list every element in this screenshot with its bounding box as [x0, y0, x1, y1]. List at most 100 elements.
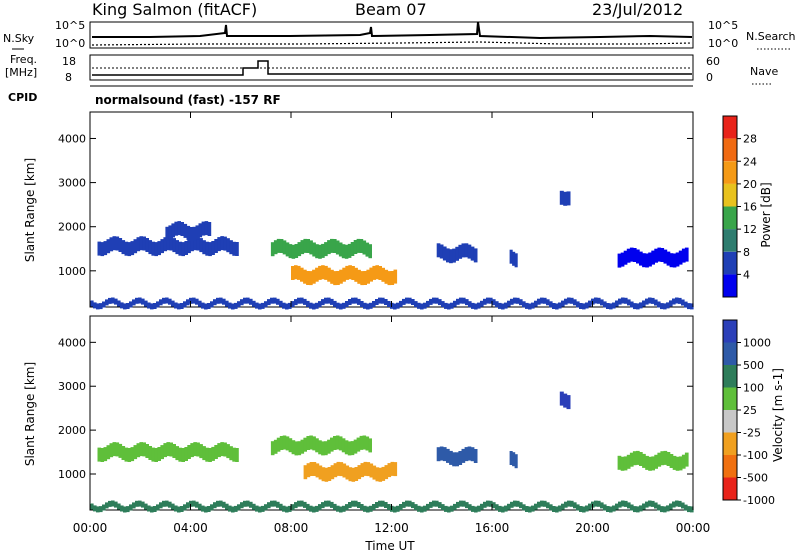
velocity-echo-cell [330, 465, 335, 480]
velocity-echo-cell [408, 500, 412, 507]
power-echo-cell [357, 298, 361, 305]
power-echo-cell [629, 247, 634, 262]
velocity-echo-cell [264, 504, 268, 511]
power-echo-cell [350, 242, 355, 256]
power-echo-cell [372, 265, 376, 280]
power-echo-cell [687, 303, 691, 310]
time-x-tick-label: 04:00 [173, 521, 208, 535]
velocity-echo-cell [363, 505, 367, 512]
velocity-echo-cell [327, 467, 332, 481]
power-echo-cell [201, 302, 205, 309]
velocity-echo-cell [90, 503, 94, 510]
power-echo-cell [597, 297, 601, 304]
power-echo-cell [405, 297, 409, 304]
power-echo-cell [330, 298, 334, 305]
power-echo-cell [273, 240, 278, 255]
velocity-echo-cell [196, 442, 200, 457]
power-echo-cell [620, 252, 625, 267]
power-echo-cell [357, 269, 361, 284]
power-echo-cell [181, 242, 185, 257]
power-echo-cell [312, 303, 316, 310]
velocity-echo-cell [147, 505, 151, 512]
power-echo-cell [470, 246, 475, 261]
power-echo-cell [90, 300, 94, 307]
velocity-colorbar-label: Velocity [m s-1] [771, 368, 785, 462]
velocity-echo-cell [205, 447, 209, 462]
velocity-echo-cell [623, 456, 628, 471]
velocity-echo-cell [279, 503, 283, 510]
velocity-echo-cell [306, 503, 310, 510]
velocity-echo-cell [193, 442, 197, 457]
velocity-echo-cell [330, 501, 334, 508]
power-echo-cell [537, 298, 541, 305]
power-echo-cell [127, 242, 132, 257]
velocity-echo-cell [645, 455, 649, 470]
velocity-echo-cell [222, 501, 226, 508]
power-echo-cell [291, 266, 295, 280]
power-echo-cell [123, 303, 127, 310]
power-echo-cell [243, 297, 247, 304]
power-echo-cell [471, 302, 475, 309]
velocity-echo-cell [462, 500, 466, 507]
velocity-echo-region [303, 461, 398, 482]
power-echo-cell [205, 241, 209, 256]
power-echo-cell [294, 265, 298, 280]
velocity-echo-cell [348, 467, 353, 482]
velocity-echo-cell [618, 501, 622, 508]
power-echo-cell [189, 227, 194, 241]
velocity-echo-cell [617, 455, 622, 470]
power-echo-cell [196, 236, 200, 251]
velocity-echo-cell [620, 456, 625, 471]
velocity-echo-cell [175, 446, 179, 461]
power-echo-cell [654, 299, 658, 306]
power-echo-cell [384, 269, 389, 284]
velocity-echo-cell [639, 505, 643, 512]
velocity-echo-cell [648, 456, 652, 471]
power-echo-cell [363, 271, 367, 285]
velocity-colorbar-tick-label: -1000 [743, 494, 775, 507]
velocity-echo-cell [232, 447, 236, 462]
velocity-echo-cell [420, 506, 424, 513]
velocity-echo-cell [687, 506, 691, 513]
velocity-echo-cell [324, 467, 329, 482]
velocity-echo-cell [97, 447, 102, 462]
velocity-colorbar-swatch [723, 365, 737, 388]
velocity-echo-cell [339, 462, 344, 477]
velocity-echo-cell [450, 505, 454, 512]
velocity-colorbar-tick-label: -500 [743, 472, 768, 485]
cpid-text: normalsound (fast) -157 RF [95, 93, 281, 107]
power-echo-cell [498, 302, 502, 309]
velocity-echo-cell [468, 504, 472, 511]
power-echo-cell [654, 248, 658, 263]
velocity-echo-cell [429, 501, 433, 508]
power-echo-cell [441, 301, 445, 308]
velocity-colorbar-tick-label: 500 [743, 359, 764, 372]
velocity-echo-cell [576, 504, 580, 511]
velocity-echo-cell [423, 505, 427, 512]
power-echo-cell [609, 303, 613, 310]
velocity-echo-cell [333, 503, 337, 510]
power-echo-cell [549, 301, 553, 308]
velocity-echo-cell [627, 502, 631, 509]
velocity-echo-cell [138, 500, 142, 507]
velocity-echo-cell [453, 503, 457, 510]
power-colorbar-tick-label: 4 [743, 268, 750, 281]
velocity-echo-cell [306, 463, 311, 478]
power-echo-cell [234, 302, 238, 309]
power-echo-cell [306, 239, 310, 253]
power-echo-cell [165, 226, 169, 241]
power-echo-cell [414, 301, 418, 308]
velocity-echo-cell [510, 501, 514, 508]
velocity-echo-cell [261, 505, 265, 512]
velocity-echo-cell [318, 465, 323, 480]
power-echo-cell [465, 299, 469, 306]
power-echo-cell [294, 244, 299, 258]
power-echo-cell [408, 297, 412, 304]
power-echo-cell [563, 191, 568, 206]
velocity-echo-cell [291, 504, 295, 511]
power-echo-cell [690, 303, 694, 310]
velocity-echo-cell [231, 506, 235, 513]
velocity-echo-cell [309, 435, 313, 450]
power-echo-cell [267, 299, 271, 306]
power-echo-cell [291, 301, 295, 308]
